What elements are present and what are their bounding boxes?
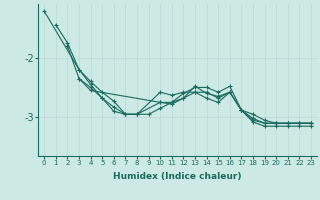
X-axis label: Humidex (Indice chaleur): Humidex (Indice chaleur)	[113, 172, 242, 181]
